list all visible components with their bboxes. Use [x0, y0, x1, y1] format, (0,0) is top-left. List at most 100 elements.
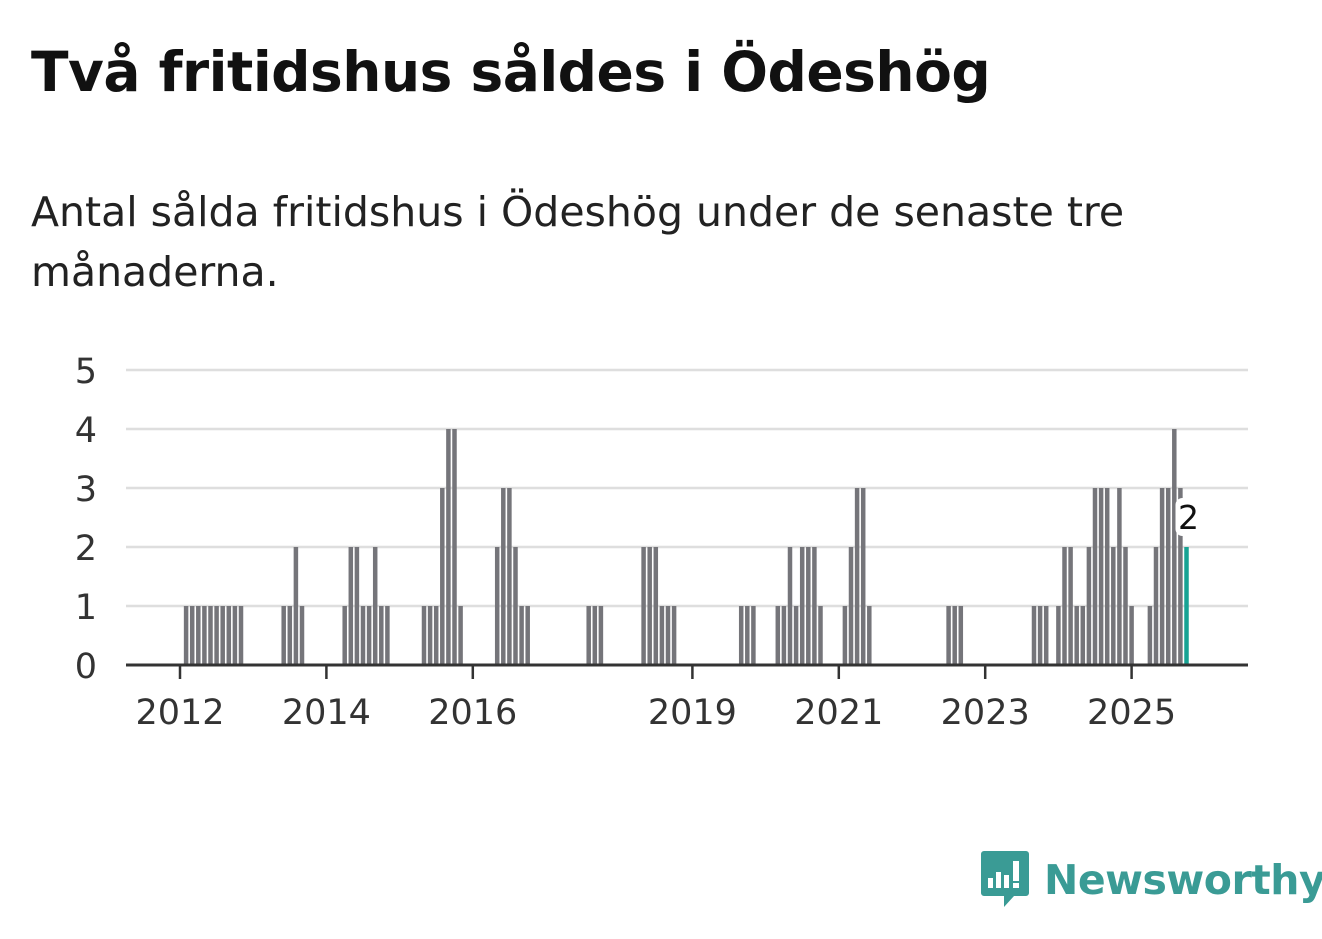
- bar: [1153, 547, 1159, 665]
- bar: [1086, 547, 1092, 665]
- y-tick-label: 1: [75, 588, 97, 628]
- bar: [342, 606, 347, 665]
- bar: [519, 606, 524, 665]
- chart-subtitle: Antal sålda fritidshus i Ödeshög under d…: [31, 188, 1125, 296]
- bar: [641, 547, 646, 665]
- bar: [208, 606, 213, 665]
- bar: [1037, 606, 1043, 665]
- annotation-label: 2: [1178, 498, 1199, 537]
- bar: [427, 606, 433, 665]
- bar: [525, 606, 530, 665]
- annotation: 2: [1175, 498, 1202, 537]
- bar: [1031, 606, 1037, 665]
- bar: [806, 547, 811, 665]
- bar: [293, 547, 299, 665]
- y-axis-ticks: 0 1 2 3 4 5: [75, 352, 97, 687]
- bar: [379, 606, 384, 665]
- bar: [1092, 488, 1098, 665]
- bar: [848, 547, 854, 665]
- bar: [738, 606, 744, 665]
- bar: [745, 606, 750, 665]
- bars: [183, 429, 1189, 665]
- y-tick-label: 5: [75, 352, 97, 392]
- bar: [1068, 547, 1073, 665]
- bar: [202, 606, 207, 665]
- bar: [867, 606, 872, 665]
- bar: [494, 547, 500, 665]
- bar: [952, 606, 957, 665]
- x-tick-label: 2012: [135, 693, 224, 733]
- annotation-bg: [1175, 498, 1202, 536]
- bar: [1172, 429, 1177, 665]
- bar: [433, 606, 439, 665]
- bar: [354, 547, 360, 665]
- x-tick-label: 2023: [941, 693, 1030, 733]
- bar: [1080, 606, 1086, 665]
- bar: [1074, 606, 1079, 665]
- x-tick-label: 2021: [794, 693, 883, 733]
- bar: [799, 547, 805, 665]
- y-tick-label: 2: [75, 529, 97, 569]
- bar: [793, 606, 799, 665]
- bar: [458, 606, 463, 665]
- bar: [598, 606, 604, 665]
- bar: [647, 547, 652, 665]
- bar: [1043, 606, 1049, 665]
- bar: [958, 606, 964, 665]
- bar: [1056, 606, 1061, 665]
- bar: [299, 606, 305, 665]
- bar: [238, 606, 244, 665]
- bar: [1062, 547, 1067, 665]
- bar: [366, 606, 372, 665]
- x-tick-label: 2014: [282, 693, 371, 733]
- bar: [842, 606, 848, 665]
- bar: [860, 488, 866, 665]
- bar: [1117, 488, 1122, 665]
- bar: [586, 606, 591, 665]
- bar: [183, 606, 189, 665]
- bar: [812, 547, 817, 665]
- newsworthy-logo: Newsworthy: [980, 848, 1322, 912]
- bar: [751, 606, 756, 665]
- bar: [1111, 547, 1116, 665]
- bar: [1178, 488, 1183, 665]
- bar: [946, 606, 951, 665]
- bar: [348, 547, 354, 665]
- bar: [592, 606, 598, 665]
- bar: [220, 606, 225, 665]
- bar: [1123, 547, 1128, 665]
- bar: [360, 606, 366, 665]
- bar: [372, 547, 378, 665]
- bar: [671, 606, 677, 665]
- bar: [452, 429, 457, 665]
- bar: [232, 606, 238, 665]
- bar: [446, 429, 451, 665]
- bar: [507, 488, 512, 665]
- bar: [501, 488, 506, 665]
- bar: [781, 606, 787, 665]
- bar: [440, 488, 445, 665]
- bar: [421, 606, 427, 665]
- y-tick-label: 4: [75, 411, 97, 451]
- newsworthy-logo-icon: [981, 851, 1029, 907]
- bar: [653, 547, 659, 665]
- bar: [775, 606, 781, 665]
- bar: [513, 547, 518, 665]
- chart-title: Två fritidshus såldes i Ödeshög: [31, 40, 991, 104]
- bar: [196, 606, 201, 665]
- bar: [665, 606, 671, 665]
- bar: [1184, 547, 1189, 665]
- bar: [659, 606, 665, 665]
- bar: [818, 606, 823, 665]
- bar: [1159, 488, 1165, 665]
- bar: [214, 606, 219, 665]
- y-tick-label: 3: [75, 470, 97, 510]
- bar: [226, 606, 232, 665]
- bar: [281, 606, 286, 665]
- bar: [1104, 488, 1110, 665]
- newsworthy-logo-text: Newsworthy: [1044, 856, 1322, 904]
- gridlines: [126, 368, 1248, 608]
- x-axis-ticks: 2012 2014 2016 2019 2021 2023 2025: [135, 665, 1176, 733]
- bar: [287, 606, 293, 665]
